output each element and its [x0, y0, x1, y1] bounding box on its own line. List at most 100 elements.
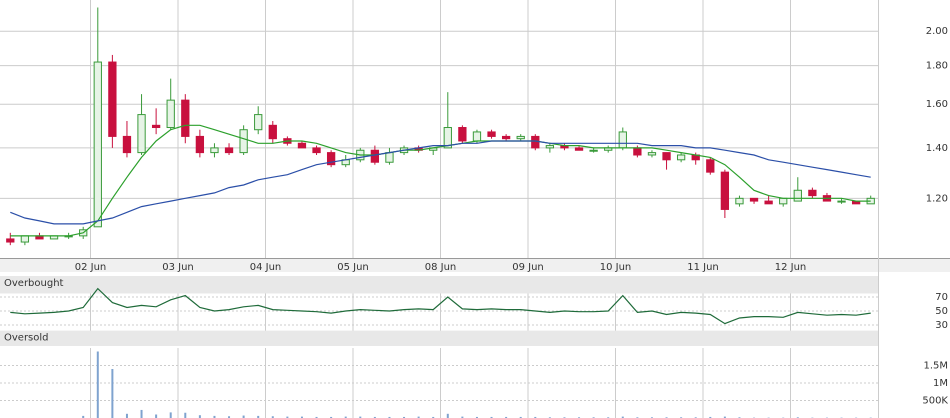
- volume-bar: [461, 416, 464, 418]
- volume-bar: [257, 415, 260, 418]
- y-tick-label: 1.60: [926, 99, 948, 110]
- candle-body: [6, 238, 15, 243]
- candle-body: [647, 152, 657, 156]
- candle-body: [20, 235, 30, 243]
- x-tick-label: 11 Jun: [687, 262, 719, 273]
- candle-body: [312, 147, 321, 154]
- candle-body: [676, 154, 686, 161]
- zone-label: Overbought: [4, 278, 64, 289]
- volume-bar: [111, 369, 114, 418]
- indicator-line: [10, 287, 871, 325]
- candle-body: [545, 145, 555, 149]
- y-tick-label: 1.80: [926, 61, 948, 72]
- candle-body: [487, 131, 496, 137]
- volume-bar: [82, 415, 85, 418]
- volume-bar: [388, 416, 391, 418]
- x-tick-label: 08 Jun: [425, 262, 457, 273]
- y-tick-label: 1.40: [926, 143, 948, 154]
- candle-body: [166, 99, 175, 129]
- candle-body: [224, 147, 234, 154]
- candle-body: [516, 135, 525, 140]
- candle-body: [254, 114, 263, 131]
- volume-bar: [315, 416, 318, 418]
- volume-bar: [96, 351, 99, 418]
- volume-bar: [534, 416, 537, 418]
- y-tick-label: 1.20: [926, 193, 948, 204]
- candle-body: [589, 149, 598, 152]
- y-tick-label: 2.00: [926, 26, 948, 37]
- volume-bar: [330, 416, 333, 418]
- x-tick-label: 10 Jun: [600, 262, 632, 273]
- volume-bar: [446, 413, 449, 418]
- volume-bar: [228, 416, 231, 418]
- candle-body: [458, 127, 467, 142]
- volume-bar: [286, 416, 289, 418]
- candle-body: [531, 135, 540, 149]
- volume-bar: [432, 416, 435, 418]
- candle-body: [779, 197, 788, 205]
- candle-body: [151, 124, 161, 129]
- candle-body: [268, 124, 277, 140]
- candle-body: [764, 200, 773, 205]
- volume-bar: [169, 412, 172, 418]
- candle-body: [93, 61, 102, 228]
- candle-body: [808, 189, 817, 197]
- volume-bar: [125, 413, 128, 418]
- volume-bar: [403, 416, 406, 418]
- candle-body: [472, 131, 482, 142]
- candle-body: [385, 152, 394, 163]
- candle-body: [297, 142, 307, 149]
- candle-body: [122, 135, 132, 154]
- candle-body: [735, 197, 744, 205]
- candle-body: [239, 129, 248, 154]
- volume-bar: [475, 416, 478, 418]
- volume-bar: [373, 416, 376, 418]
- candle-body: [370, 149, 380, 163]
- y-tick-label: 500K: [922, 396, 948, 407]
- x-tick-label: 03 Jun: [162, 262, 194, 273]
- volume-bar: [300, 416, 303, 418]
- zone-label: Oversold: [4, 333, 49, 344]
- candle-body: [662, 152, 671, 161]
- zone-band: [0, 330, 878, 346]
- volume-bar: [621, 416, 624, 418]
- candle-body: [108, 61, 117, 137]
- candle-body: [195, 135, 205, 154]
- volume-bar: [490, 416, 493, 418]
- volume-bar: [723, 416, 726, 418]
- candle-body: [210, 147, 219, 154]
- candle-body: [501, 135, 511, 140]
- y-tick-label: 70: [935, 292, 948, 303]
- moving-average-line: [10, 140, 871, 225]
- volume-bar: [344, 416, 347, 418]
- zone-band: [0, 276, 878, 294]
- y-tick-label: 50: [935, 306, 948, 317]
- moving-average-line: [10, 124, 871, 237]
- volume-bar: [417, 416, 420, 418]
- candle-body: [137, 114, 146, 154]
- candle-body: [706, 159, 715, 173]
- volume-bar: [242, 415, 245, 418]
- x-tick-label: 02 Jun: [75, 262, 107, 273]
- volume-bar: [709, 416, 712, 418]
- y-tick-label: 30: [935, 320, 948, 331]
- candle-body: [618, 131, 627, 149]
- candle-body: [574, 147, 584, 151]
- candle-body: [633, 147, 642, 156]
- candle-body: [181, 99, 190, 137]
- candle-body: [720, 171, 730, 210]
- volume-bar: [359, 416, 362, 418]
- volume-bar: [198, 415, 201, 418]
- x-tick-label: 04 Jun: [250, 262, 282, 273]
- volume-bar: [184, 412, 187, 418]
- x-tick-label: 09 Jun: [512, 262, 544, 273]
- volume-bar: [505, 416, 508, 418]
- volume-bar: [155, 414, 158, 418]
- volume-bar: [271, 416, 274, 418]
- candle-body: [837, 200, 846, 203]
- candle-body: [326, 152, 336, 166]
- y-tick-label: 1M: [933, 378, 948, 389]
- volume-bar: [519, 416, 522, 418]
